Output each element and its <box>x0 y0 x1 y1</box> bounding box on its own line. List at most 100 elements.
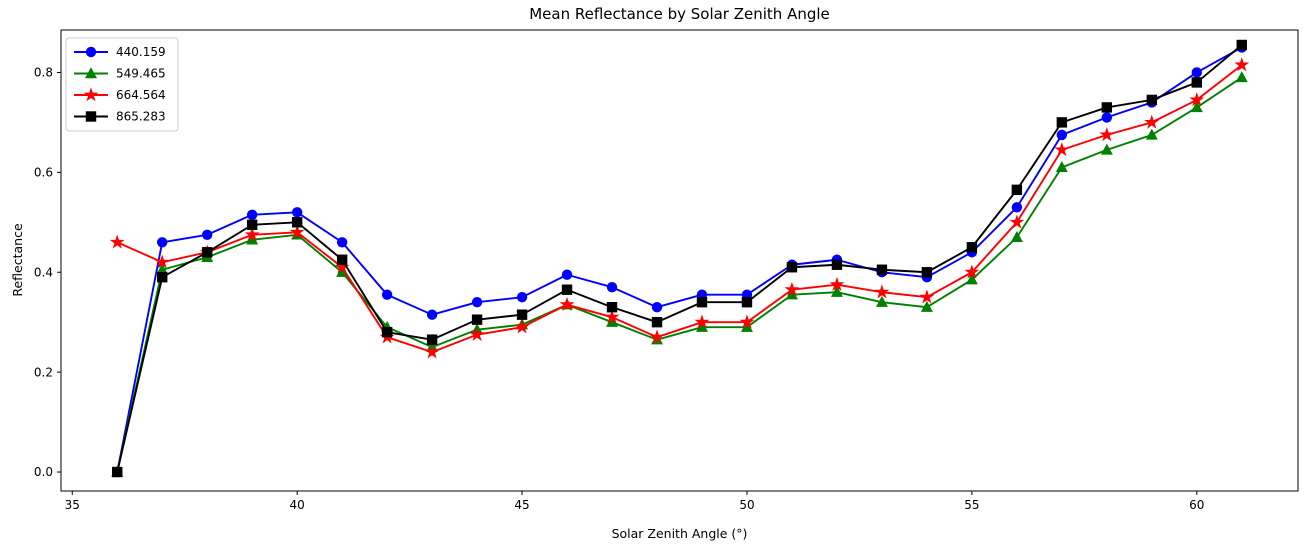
data-point-marker <box>246 233 259 245</box>
data-point-marker <box>651 301 663 313</box>
data-point-marker <box>381 289 393 300</box>
data-point-marker <box>1056 117 1068 128</box>
data-point-marker <box>1101 112 1113 123</box>
data-point-marker <box>1191 77 1202 88</box>
data-point-marker <box>1011 184 1023 196</box>
data-point-marker <box>109 234 125 249</box>
data-point-marker <box>1145 128 1158 140</box>
data-point-marker <box>1010 230 1023 242</box>
data-point-marker <box>1144 114 1160 129</box>
data-point-marker <box>1009 214 1025 229</box>
data-point-marker <box>921 267 933 278</box>
data-point-marker <box>1234 57 1250 72</box>
data-point-marker <box>784 281 800 297</box>
y-tick-label: 0.0 <box>34 465 53 479</box>
data-point-marker <box>83 87 99 102</box>
data-point-marker <box>964 264 980 279</box>
data-point-marker <box>336 237 348 248</box>
legend-label: 664.564 <box>116 88 166 102</box>
data-point-marker <box>334 259 350 274</box>
y-tick-label: 0.6 <box>34 166 53 180</box>
data-point-marker <box>561 269 573 280</box>
data-point-marker <box>1235 71 1248 83</box>
x-tick-label: 60 <box>1189 498 1204 512</box>
data-point-marker <box>740 320 753 332</box>
data-point-marker <box>606 315 619 327</box>
data-point-marker <box>469 326 485 341</box>
data-point-marker <box>291 207 303 218</box>
data-point-marker <box>471 314 483 325</box>
series-line-664-564 <box>116 64 1243 354</box>
data-point-marker <box>874 284 890 299</box>
data-point-marker <box>514 319 530 334</box>
x-axis-ticks: 35 40 45 50 55 60 <box>65 491 1204 512</box>
series-line-549-465 <box>116 76 1243 473</box>
y-tick-label: 0.4 <box>34 265 53 279</box>
data-point-marker <box>875 295 888 307</box>
data-point-marker <box>157 237 168 248</box>
data-point-marker <box>156 263 169 275</box>
data-point-marker <box>561 284 573 295</box>
series-line-865-283 <box>116 44 1243 473</box>
data-point-marker <box>651 316 663 328</box>
data-point-marker <box>919 289 935 304</box>
data-point-marker <box>85 111 97 122</box>
data-point-marker <box>157 272 168 283</box>
data-point-marker <box>1099 127 1115 142</box>
data-point-marker <box>244 226 260 242</box>
data-point-marker <box>1189 92 1205 107</box>
data-point-marker <box>739 314 755 329</box>
data-point-marker <box>829 276 845 292</box>
legend-label: 549.465 <box>116 67 166 81</box>
data-point-marker <box>154 254 170 269</box>
data-point-marker <box>1190 101 1203 113</box>
data-point-marker <box>606 282 618 293</box>
legend-box <box>65 37 179 132</box>
data-point-marker <box>201 229 213 240</box>
data-point-marker <box>920 300 933 312</box>
data-point-marker <box>426 309 438 320</box>
data-point-marker <box>516 309 528 320</box>
data-point-marker <box>966 242 978 253</box>
x-tick-label: 35 <box>65 498 80 512</box>
chart-title: Mean Reflectance by Solar Zenith Angle <box>529 5 830 23</box>
data-point-marker <box>696 297 708 308</box>
data-point-marker <box>1056 129 1068 141</box>
data-point-marker <box>201 247 213 258</box>
data-point-marker <box>876 264 888 275</box>
data-point-marker <box>85 46 97 58</box>
data-point-marker <box>471 297 483 308</box>
data-point-marker <box>1101 102 1113 113</box>
x-tick-label: 50 <box>739 498 754 512</box>
data-point-marker <box>1146 94 1158 106</box>
series-group <box>109 39 1250 478</box>
data-point-marker <box>694 314 710 329</box>
data-point-marker <box>1236 39 1247 51</box>
data-point-marker <box>1191 67 1202 78</box>
y-tick-label: 0.2 <box>34 365 53 379</box>
y-axis-label: Reflectance <box>10 223 25 297</box>
legend-label: 865.283 <box>116 110 166 124</box>
data-point-marker <box>649 329 665 344</box>
data-point-marker <box>1011 202 1023 213</box>
data-point-marker <box>85 67 97 79</box>
data-point-marker <box>831 259 843 270</box>
plot-frame <box>60 29 1299 492</box>
data-point-marker <box>289 224 305 239</box>
data-point-marker <box>1054 142 1070 157</box>
y-tick-label: 0.8 <box>34 66 53 80</box>
data-point-marker <box>246 209 258 220</box>
series-line-440-159 <box>116 46 1243 473</box>
data-point-marker <box>246 219 258 230</box>
data-point-marker <box>1100 143 1113 155</box>
data-point-marker <box>291 217 303 228</box>
data-point-marker <box>426 334 438 345</box>
x-tick-label: 45 <box>514 498 529 512</box>
data-point-marker <box>604 309 620 324</box>
data-point-marker <box>786 262 798 273</box>
data-point-marker <box>559 296 575 312</box>
data-point-marker <box>516 292 528 303</box>
data-point-marker <box>695 320 708 332</box>
